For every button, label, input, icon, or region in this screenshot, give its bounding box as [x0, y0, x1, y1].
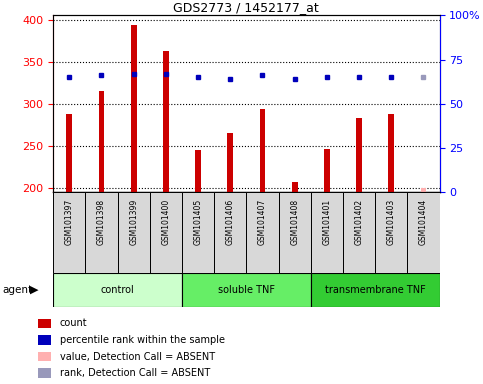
Bar — [38, 352, 51, 361]
Bar — [375, 192, 407, 273]
Bar — [292, 182, 298, 192]
Bar — [53, 192, 85, 273]
Bar — [163, 51, 169, 192]
Bar — [38, 335, 51, 345]
Bar — [38, 319, 51, 328]
Bar — [53, 273, 182, 307]
Text: GSM101400: GSM101400 — [161, 199, 170, 245]
Text: GSM101403: GSM101403 — [387, 199, 396, 245]
Text: GSM101397: GSM101397 — [65, 199, 74, 245]
Text: value, Detection Call = ABSENT: value, Detection Call = ABSENT — [60, 352, 215, 362]
Bar — [311, 192, 343, 273]
Text: GSM101398: GSM101398 — [97, 199, 106, 245]
Bar — [246, 192, 279, 273]
Bar — [182, 192, 214, 273]
Text: GSM101404: GSM101404 — [419, 199, 428, 245]
Text: percentile rank within the sample: percentile rank within the sample — [60, 335, 225, 345]
Text: GSM101406: GSM101406 — [226, 199, 235, 245]
Bar — [343, 192, 375, 273]
Text: GSM101399: GSM101399 — [129, 199, 138, 245]
Bar — [117, 192, 150, 273]
Text: GSM101407: GSM101407 — [258, 199, 267, 245]
Bar — [407, 192, 440, 273]
Text: ▶: ▶ — [30, 285, 39, 295]
Text: count: count — [60, 318, 87, 328]
Text: GSM101408: GSM101408 — [290, 199, 299, 245]
Text: agent: agent — [2, 285, 32, 295]
Bar — [324, 149, 330, 192]
Bar — [356, 118, 362, 192]
Bar — [131, 25, 137, 192]
Bar — [38, 368, 51, 378]
Bar — [311, 273, 440, 307]
Bar — [66, 114, 72, 192]
Bar — [99, 91, 104, 192]
Bar — [421, 188, 426, 192]
Text: soluble TNF: soluble TNF — [218, 285, 275, 295]
Text: GSM101405: GSM101405 — [194, 199, 202, 245]
Bar — [195, 150, 201, 192]
Bar — [259, 109, 265, 192]
Text: rank, Detection Call = ABSENT: rank, Detection Call = ABSENT — [60, 368, 210, 378]
Bar — [388, 114, 394, 192]
Text: transmembrane TNF: transmembrane TNF — [325, 285, 426, 295]
Text: control: control — [100, 285, 134, 295]
Bar — [279, 192, 311, 273]
Title: GDS2773 / 1452177_at: GDS2773 / 1452177_at — [173, 1, 319, 14]
Bar — [150, 192, 182, 273]
Bar — [182, 273, 311, 307]
Bar — [85, 192, 117, 273]
Bar — [227, 133, 233, 192]
Text: GSM101401: GSM101401 — [322, 199, 331, 245]
Bar — [214, 192, 246, 273]
Text: GSM101402: GSM101402 — [355, 199, 364, 245]
